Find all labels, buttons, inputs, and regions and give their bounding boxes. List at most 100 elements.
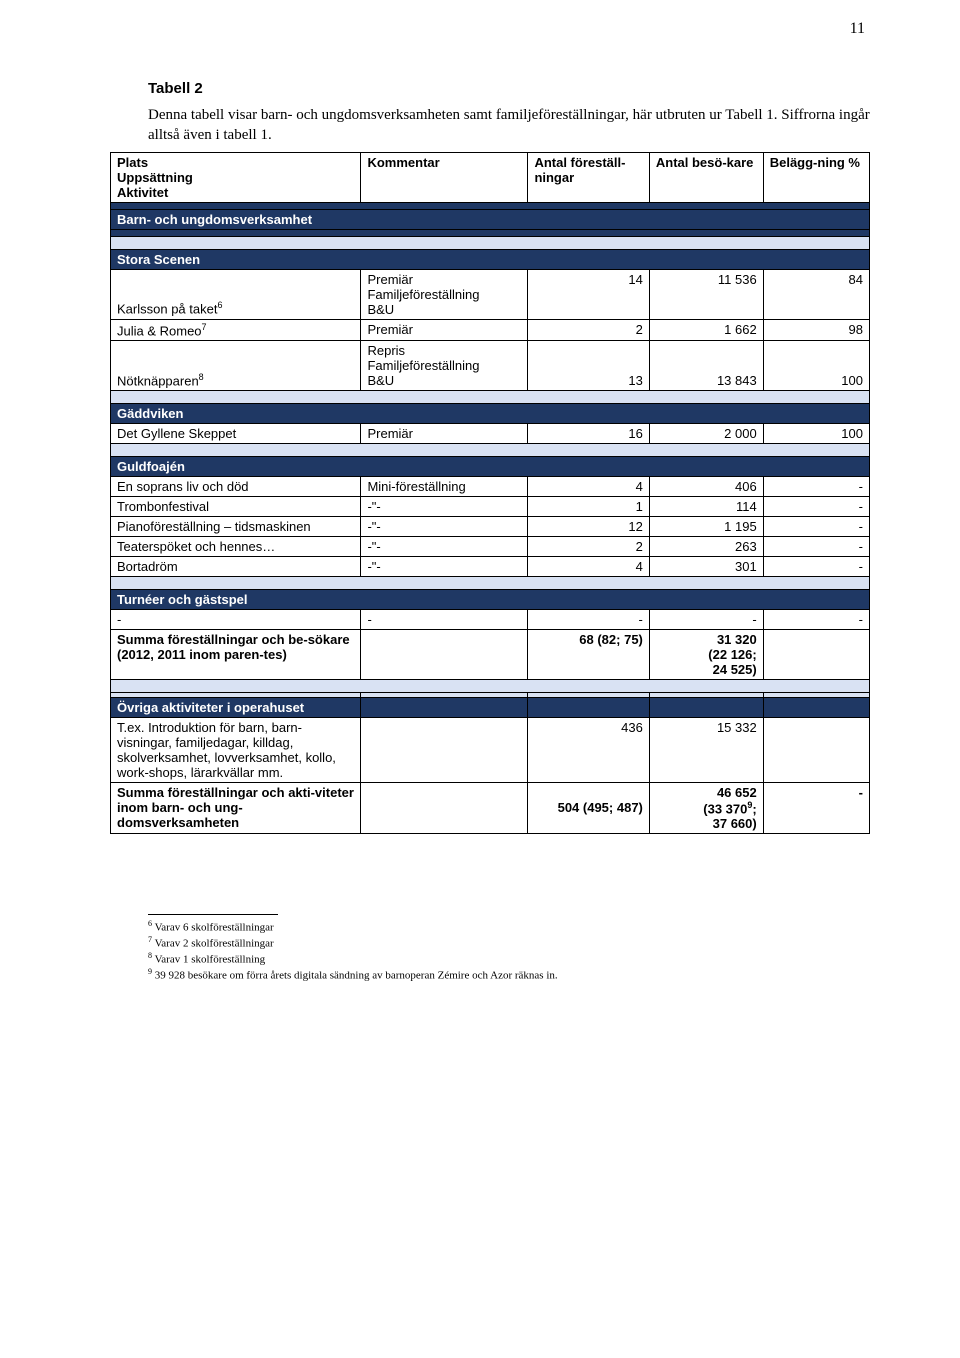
row-c5: - (763, 496, 869, 516)
footnote-ref: 7 (202, 322, 207, 332)
row-c4: 1 662 (649, 319, 763, 340)
row-label: - (111, 609, 361, 629)
spacer-row (111, 679, 870, 692)
table-row: Teaterspöket och hennes…-"-2263- (111, 536, 870, 556)
table-row: Julia & Romeo7 Premiär 2 1 662 98 (111, 319, 870, 340)
row-label: Pianoföreställning – tidsmaskinen (111, 516, 361, 536)
footnote-9: 9 39 928 besökare om förra årets digital… (148, 967, 870, 983)
row-c5: - (763, 782, 869, 833)
row-c4: 406 (649, 476, 763, 496)
footnote-ref: 6 (217, 300, 222, 310)
table-intro: Denna tabell visar barn- och ungdomsverk… (110, 105, 870, 146)
row-label: Trombonfestival (111, 496, 361, 516)
spacer-row (111, 576, 870, 589)
spacer-row (111, 443, 870, 456)
row-c5 (763, 629, 869, 679)
spacer-row (111, 229, 870, 236)
section-stora: Stora Scenen (111, 249, 870, 269)
header-col4: Antal besö-kare (649, 152, 763, 202)
row-c5: 100 (763, 423, 869, 443)
row-comment: Repris Familjeföreställning B&U (361, 340, 528, 390)
row-label: Karlsson på taket (117, 302, 217, 317)
summa-label: Summa föreställningar och akti-viteter i… (111, 782, 361, 833)
row-c5 (763, 717, 869, 782)
row-comment (361, 717, 528, 782)
row-c3: 2 (528, 536, 649, 556)
summa-row-2: Summa föreställningar och akti-viteter i… (111, 782, 870, 833)
row-c5: - (763, 556, 869, 576)
row-c3: 4 (528, 556, 649, 576)
row-label: Nötknäpparen (117, 373, 199, 388)
row-comment (361, 782, 528, 833)
section-ovriga: Övriga aktiviteter i operahuset (111, 697, 870, 717)
row-c4: - (649, 609, 763, 629)
row-c3: 2 (528, 319, 649, 340)
row-c4: 31 320 (22 126; 24 525) (649, 629, 763, 679)
row-comment (361, 629, 528, 679)
row-c5: - (763, 609, 869, 629)
spacer-row (111, 202, 870, 209)
header-col5: Belägg-ning % (763, 152, 869, 202)
row-c5: - (763, 476, 869, 496)
table-row: Pianoföreställning – tidsmaskinen-"-121 … (111, 516, 870, 536)
row-label: T.ex. Introduktion för barn, barn-visnin… (111, 717, 361, 782)
row-c5: 100 (763, 340, 869, 390)
row-label: En soprans liv och död (111, 476, 361, 496)
data-table: Plats Uppsättning Aktivitet Kommentar An… (110, 152, 870, 835)
summa-label: Summa föreställningar och be-sökare (201… (111, 629, 361, 679)
row-c4: 1 195 (649, 516, 763, 536)
row-c5: - (763, 516, 869, 536)
header-col3: Antal föreställ-ningar (528, 152, 649, 202)
footnote-ref: 8 (199, 372, 204, 382)
spacer-row (111, 390, 870, 403)
row-c3: 436 (528, 717, 649, 782)
table-row: - - - - - (111, 609, 870, 629)
row-c4: 301 (649, 556, 763, 576)
row-comment: Premiär (361, 319, 528, 340)
row-c3: 14 (528, 269, 649, 319)
row-c5: - (763, 536, 869, 556)
spacer-row (111, 236, 870, 249)
section-turneer: Turnéer och gästspel (111, 589, 870, 609)
footnote-8: 8 Varav 1 skolföreställning (148, 951, 870, 967)
row-c5: 84 (763, 269, 869, 319)
footnote-7: 7 Varav 2 skolföreställningar (148, 935, 870, 951)
table-row: Bortadröm-"-4301- (111, 556, 870, 576)
row-comment: -"- (361, 516, 528, 536)
row-c3: - (528, 609, 649, 629)
table-header-row: Plats Uppsättning Aktivitet Kommentar An… (111, 152, 870, 202)
page-number: 11 (850, 20, 865, 38)
row-c3: 12 (528, 516, 649, 536)
row-c4: 13 843 (649, 340, 763, 390)
section-barn: Barn- och ungdomsverksamhet (111, 209, 870, 229)
row-comment: Premiär Familjeföreställning B&U (361, 269, 528, 319)
header-col1: Plats Uppsättning Aktivitet (111, 152, 361, 202)
section-guldfoajen: Guldfoajén (111, 456, 870, 476)
row-c3: 1 (528, 496, 649, 516)
row-comment: -"- (361, 536, 528, 556)
row-label: Julia & Romeo (117, 323, 202, 338)
table-row: Nötknäpparen8 Repris Familjeföreställnin… (111, 340, 870, 390)
footnote-6: 6 Varav 6 skolföreställningar (148, 919, 870, 935)
table-row: Karlsson på taket6 Premiär Familjeförest… (111, 269, 870, 319)
row-c3: 16 (528, 423, 649, 443)
table-row: Trombonfestival-"-1114- (111, 496, 870, 516)
row-comment: Mini-föreställning (361, 476, 528, 496)
row-c4: 263 (649, 536, 763, 556)
table-heading: Tabell 2 (110, 80, 870, 97)
row-c3: 68 (82; 75) (528, 629, 649, 679)
row-label: Teaterspöket och hennes… (111, 536, 361, 556)
header-col2: Kommentar (361, 152, 528, 202)
row-comment: -"- (361, 556, 528, 576)
footnotes: 6 Varav 6 skolföreställningar 7 Varav 2 … (110, 914, 870, 983)
row-c3: 13 (528, 340, 649, 390)
row-c4: 2 000 (649, 423, 763, 443)
row-c4: 46 652 (33 3709; 37 660) (649, 782, 763, 833)
row-c5: 98 (763, 319, 869, 340)
row-comment: Premiär (361, 423, 528, 443)
row-comment: - (361, 609, 528, 629)
table-row: T.ex. Introduktion för barn, barn-visnin… (111, 717, 870, 782)
row-label: Bortadröm (111, 556, 361, 576)
table-row: En soprans liv och dödMini-föreställning… (111, 476, 870, 496)
row-label: Det Gyllene Skeppet (111, 423, 361, 443)
